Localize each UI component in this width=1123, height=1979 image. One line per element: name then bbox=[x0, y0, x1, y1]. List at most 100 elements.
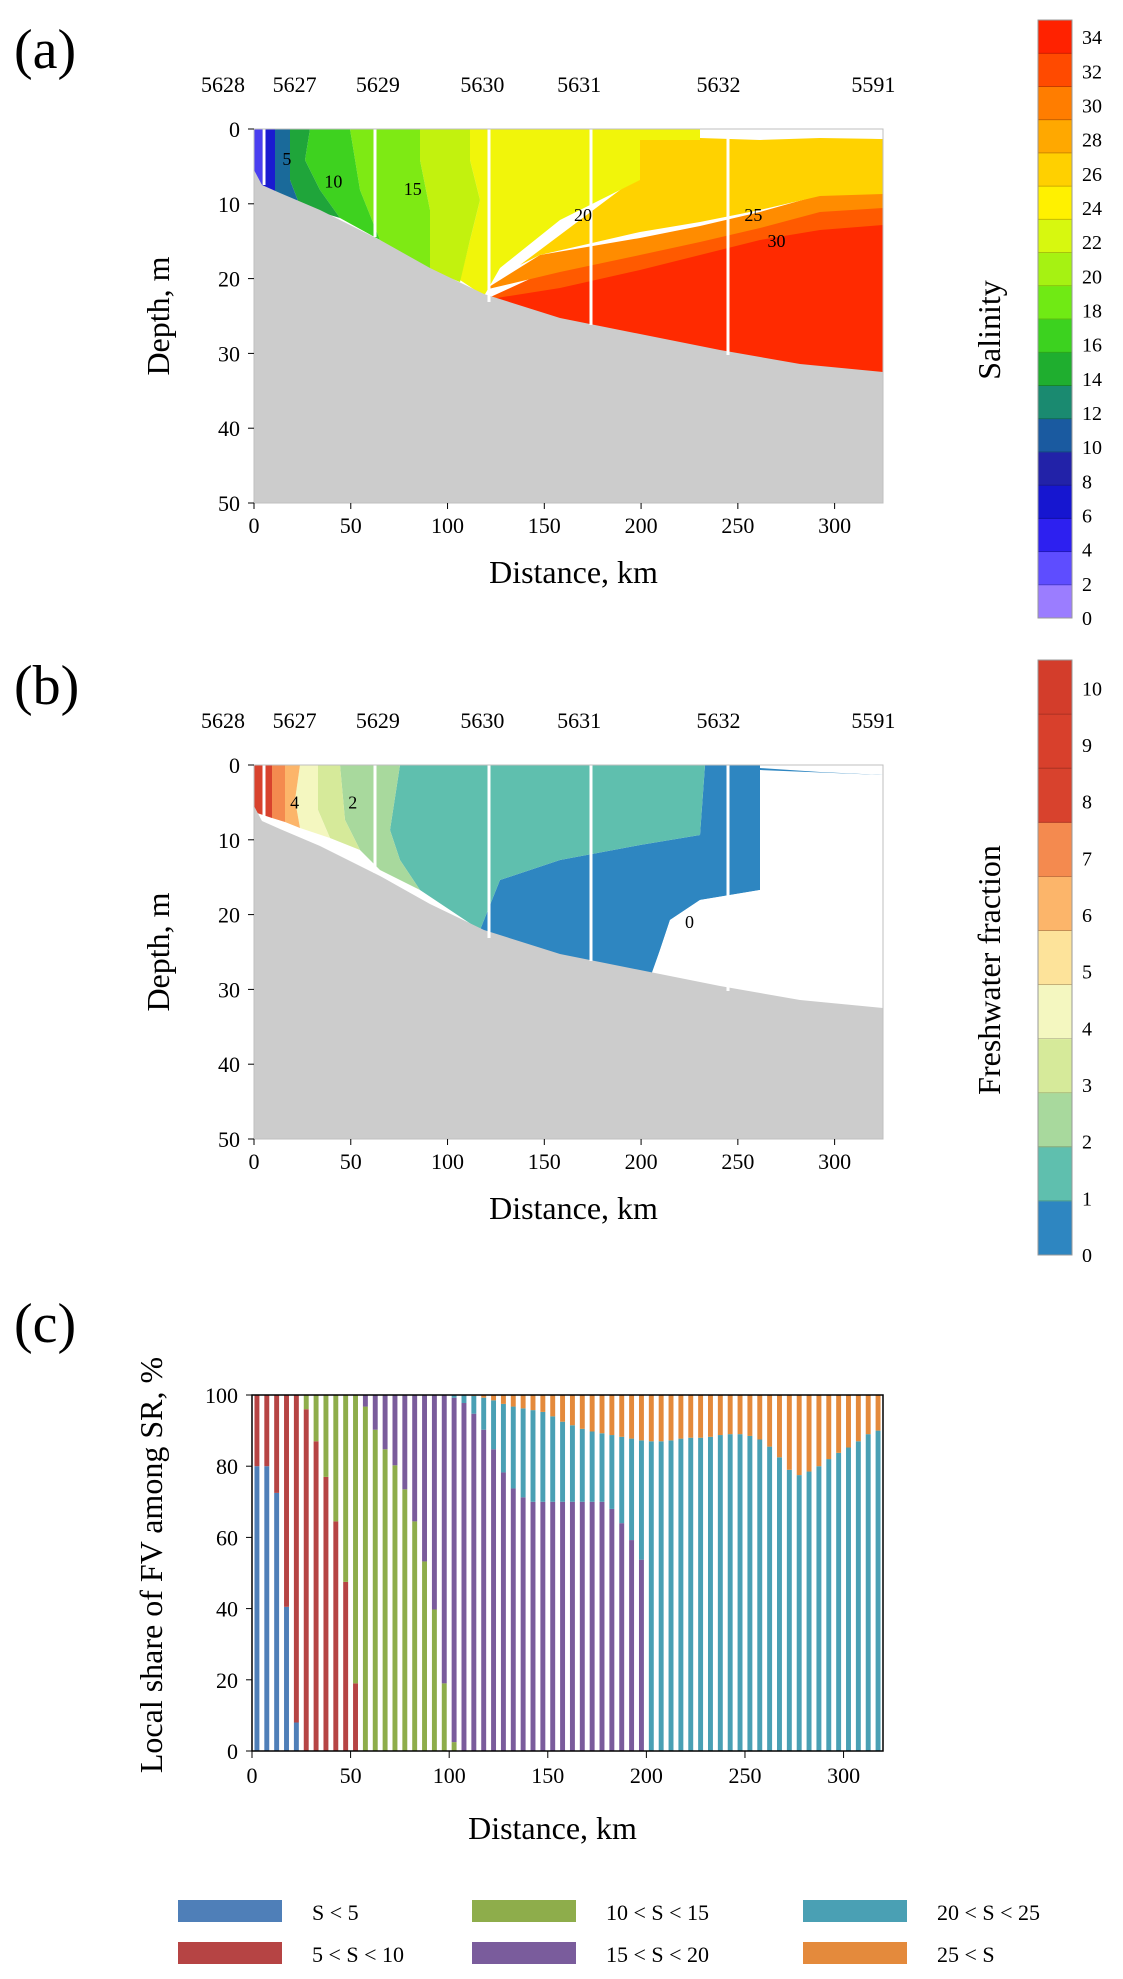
y-tick-label: 10 bbox=[218, 828, 240, 853]
contour-label: 20 bbox=[574, 205, 592, 225]
colorbar-swatch bbox=[1038, 418, 1072, 453]
bar-segment-25ltS bbox=[481, 1395, 487, 1398]
salinity-band-22 bbox=[520, 138, 883, 265]
bar-segment-25ltS bbox=[540, 1395, 546, 1412]
station-label-5591: 5591 bbox=[851, 708, 895, 733]
contour-label: 5 bbox=[282, 149, 291, 169]
bar-segment-20ltSlt25 bbox=[530, 1410, 536, 1502]
bar-segment-25ltS bbox=[520, 1395, 526, 1409]
bar-segment-15ltSlt20 bbox=[392, 1395, 398, 1466]
bar-segment-15ltSlt20 bbox=[540, 1501, 546, 1751]
bar-segment-20ltSlt25 bbox=[875, 1430, 881, 1751]
colorbar-tick-label: 0 bbox=[1082, 1245, 1092, 1267]
colorbar-swatch bbox=[1038, 451, 1072, 486]
bar-segment-15ltSlt20 bbox=[579, 1501, 585, 1751]
contour-label: 15 bbox=[404, 179, 422, 199]
colorbar-swatch bbox=[1038, 53, 1072, 87]
freshwater-band-1 bbox=[340, 765, 420, 890]
bar-segment-15ltSlt20 bbox=[481, 1429, 487, 1751]
bar-segment-5ltSlt10 bbox=[254, 1395, 260, 1467]
bar-segment-25ltS bbox=[648, 1395, 654, 1442]
bar-segment-25ltS bbox=[786, 1395, 792, 1470]
bar-segment-15ltSlt20 bbox=[422, 1395, 428, 1562]
bar-segment-20ltSlt25 bbox=[836, 1452, 842, 1751]
bar-segment-20ltSlt25 bbox=[816, 1466, 822, 1751]
panel-b-contour-labels: 4 2 0 bbox=[290, 792, 694, 932]
x-tick-label: 100 bbox=[431, 513, 464, 538]
bar-segment-20ltSlt25 bbox=[500, 1403, 506, 1473]
panel-a-seabed bbox=[254, 170, 883, 503]
x-axis-title: Distance, km bbox=[468, 1810, 637, 1846]
colorbar-swatch bbox=[1038, 984, 1072, 1040]
x-tick-label: 250 bbox=[728, 1763, 761, 1788]
legend-swatch-Slt5 bbox=[178, 1900, 282, 1922]
bar-segment-20ltSlt25 bbox=[579, 1428, 585, 1502]
x-tick-label: 50 bbox=[340, 1149, 362, 1174]
bar-segment-Slt5 bbox=[293, 1722, 299, 1751]
legend-swatch-15ltSlt20 bbox=[472, 1942, 576, 1964]
x-tick-label: 0 bbox=[247, 1763, 258, 1788]
bar-segment-10ltSlt15 bbox=[441, 1683, 447, 1751]
panel-c-axes: 0 50 100 150 200 250 300020406080100Distance, … bbox=[133, 1357, 884, 1846]
bar-segment-25ltS bbox=[589, 1395, 595, 1432]
bar-segment-15ltSlt20 bbox=[530, 1501, 536, 1751]
colorbar-tick-label: 0 bbox=[1082, 608, 1092, 630]
colorbar-swatch bbox=[1038, 822, 1072, 877]
bar-segment-20ltSlt25 bbox=[599, 1433, 605, 1502]
bar-segment-15ltSlt20 bbox=[560, 1501, 566, 1751]
freshwater-band-5 bbox=[272, 765, 285, 822]
bar-segment-15ltSlt20 bbox=[638, 1559, 644, 1751]
bar-segment-15ltSlt20 bbox=[550, 1501, 556, 1751]
station-label-5629: 5629 bbox=[356, 708, 400, 733]
x-tick-label: 300 bbox=[818, 1149, 851, 1174]
y-tick-label: 20 bbox=[218, 267, 240, 292]
x-axis-title: Distance, km bbox=[489, 554, 658, 590]
x-tick-label: 200 bbox=[625, 513, 658, 538]
bar-segment-5ltSlt10 bbox=[284, 1395, 289, 1607]
bar-segment-15ltSlt20 bbox=[599, 1501, 605, 1751]
bar-segment-20ltSlt25 bbox=[638, 1440, 644, 1560]
bar-segment-25ltS bbox=[836, 1395, 842, 1453]
y-axis-title: Depth, m bbox=[140, 892, 176, 1011]
bar-segment-10ltSlt15 bbox=[412, 1521, 418, 1751]
bar-segment-15ltSlt20 bbox=[520, 1497, 526, 1751]
station-label-5631: 5631 bbox=[557, 72, 601, 97]
x-tick-label: 0 bbox=[249, 1149, 260, 1174]
y-tick-label: 50 bbox=[218, 491, 240, 516]
y-tick-label: 20 bbox=[216, 1668, 238, 1693]
bar-segment-10ltSlt15 bbox=[362, 1406, 368, 1751]
bar-segment-15ltSlt20 bbox=[471, 1413, 477, 1751]
salinity-band-20 bbox=[460, 129, 700, 296]
bar-segment-25ltS bbox=[855, 1395, 861, 1442]
bar-segment-25ltS bbox=[500, 1395, 506, 1404]
colorbar-swatch bbox=[1038, 352, 1072, 386]
bar-segment-15ltSlt20 bbox=[629, 1540, 635, 1751]
y-tick-label: 60 bbox=[216, 1525, 238, 1550]
station-label-5627: 5627 bbox=[273, 708, 317, 733]
panel-a-letter: (a) bbox=[14, 19, 76, 81]
bar-segment-20ltSlt25 bbox=[629, 1438, 635, 1541]
freshwater-band-2 bbox=[318, 765, 360, 850]
bar-segment-20ltSlt25 bbox=[865, 1434, 871, 1751]
bar-segment-15ltSlt20 bbox=[589, 1501, 595, 1751]
panel-b-no-data-region bbox=[650, 875, 883, 1010]
station-label-5591: 5591 bbox=[851, 72, 895, 97]
y-tick-label: 20 bbox=[218, 903, 240, 928]
bar-segment-5ltSlt10 bbox=[333, 1521, 339, 1751]
station-label-5629: 5629 bbox=[356, 72, 400, 97]
bar-segment-25ltS bbox=[806, 1395, 812, 1472]
bar-segment-20ltSlt25 bbox=[846, 1447, 851, 1751]
bar-segment-25ltS bbox=[550, 1395, 556, 1417]
bar-segment-10ltSlt15 bbox=[392, 1465, 398, 1751]
colorbar-swatch bbox=[1038, 319, 1072, 353]
bar-segment-25ltS bbox=[629, 1395, 635, 1439]
contour-label: 2 bbox=[348, 792, 357, 812]
panel-b-freshwater-field bbox=[254, 765, 883, 1139]
x-tick-label: 0 bbox=[249, 513, 260, 538]
colorbar-tick-label: 6 bbox=[1082, 905, 1092, 927]
bar-segment-25ltS bbox=[688, 1395, 694, 1438]
x-tick-label: 300 bbox=[827, 1763, 860, 1788]
bar-segment-25ltS bbox=[579, 1395, 585, 1429]
